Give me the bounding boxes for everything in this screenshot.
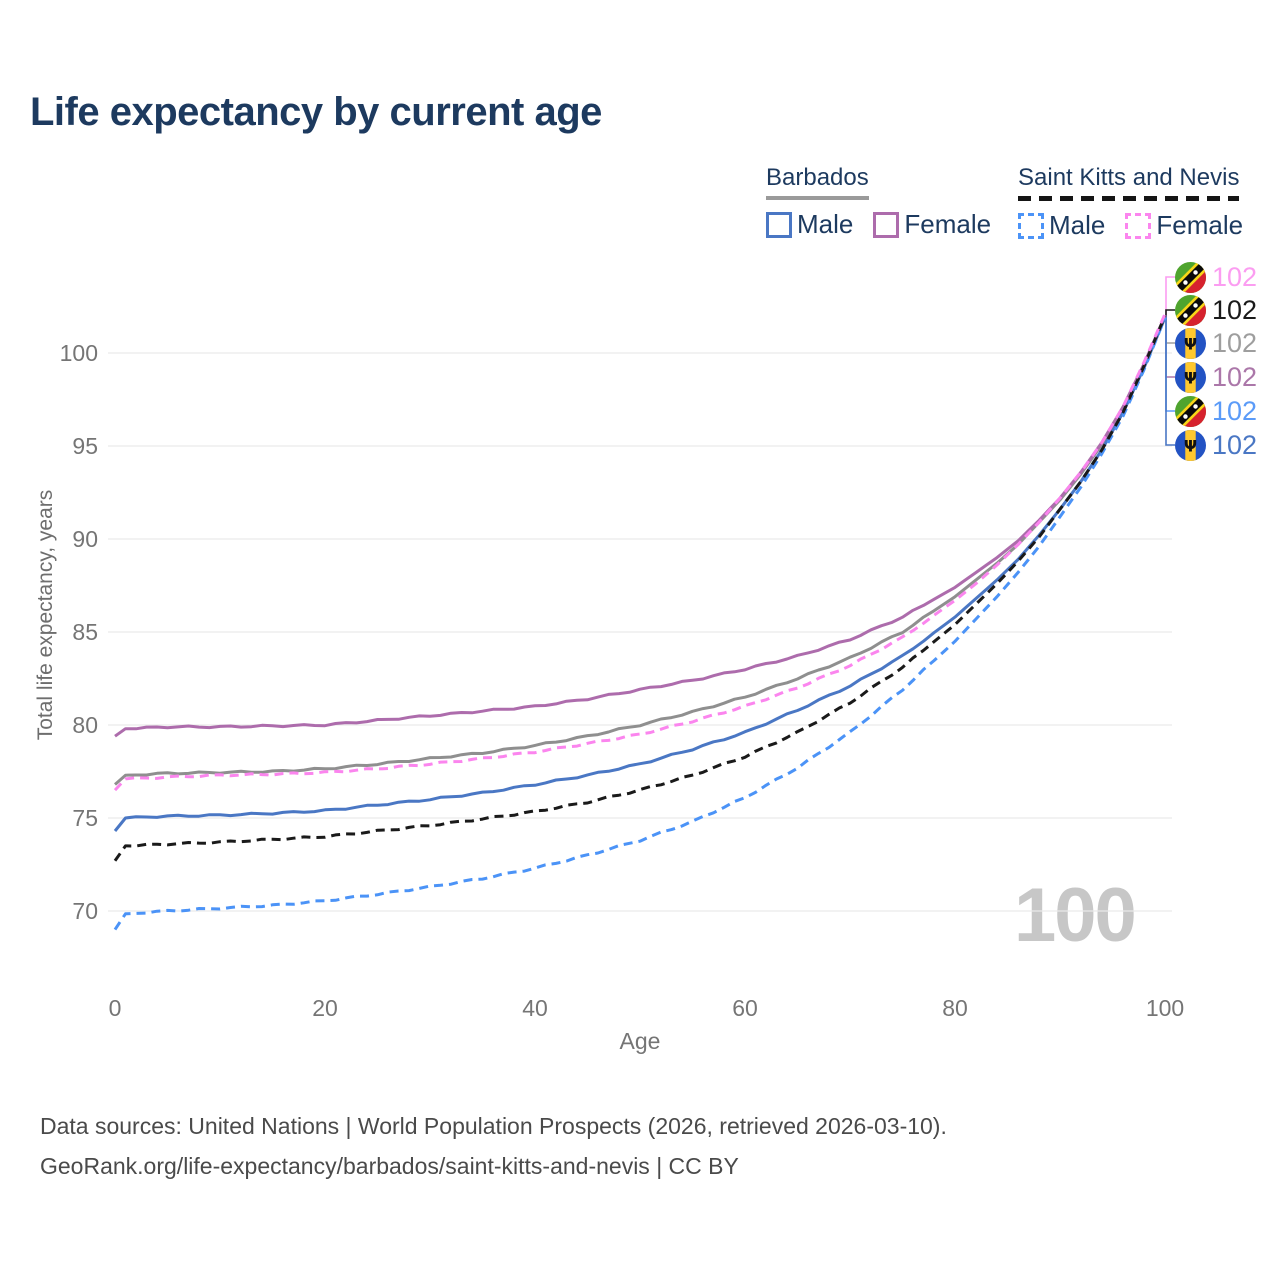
footer-data-sources: Data sources: United Nations | World Pop… <box>40 1113 947 1139</box>
end-label-value: 102 <box>1212 294 1258 325</box>
legend-country-label: Barbados <box>766 164 869 191</box>
x-tick-label: 20 <box>312 995 338 1021</box>
saint-kitts-and-nevis-flag-icon <box>1175 294 1206 326</box>
y-tick-label: 75 <box>72 805 98 831</box>
y-tick-label: 80 <box>72 712 98 738</box>
legend-item-barbados-male[interactable]: Male <box>766 209 853 240</box>
x-tick-label: 60 <box>732 995 758 1021</box>
series-line-skn-female <box>113 313 1167 792</box>
y-tick-label: 95 <box>72 433 98 459</box>
end-label-row-barbados-female: Ψ 102 <box>1175 361 1258 393</box>
series-line-barbados-female <box>114 315 1167 738</box>
series-line-barbados-total <box>114 315 1167 786</box>
saint-kitts-and-nevis-flag-icon <box>1175 261 1206 293</box>
series-line-barbados-male <box>113 317 1167 832</box>
legend-country-barbados: Barbados <box>766 164 869 200</box>
skn-line-style-sample <box>1018 196 1240 201</box>
x-tick-label: 100 <box>1145 995 1185 1021</box>
legend-item-skn-female[interactable]: Female <box>1125 210 1243 241</box>
legend-item-label: Male <box>1049 210 1106 240</box>
footer: Data sources: United Nations | World Pop… <box>40 1106 947 1186</box>
svg-text:Ψ: Ψ <box>1184 437 1197 455</box>
barbados-flag-icon: Ψ <box>1175 429 1206 461</box>
barbados-flag-icon: Ψ <box>1175 361 1206 393</box>
skn-male-swatch-icon <box>1018 212 1044 239</box>
series-line-skn-total <box>113 315 1167 862</box>
age-watermark: 100 <box>1014 873 1137 958</box>
x-tick-label: 40 <box>522 995 548 1021</box>
end-label-row-barbados-male: Ψ 102 <box>1175 429 1258 461</box>
end-label-row-barbados-total: Ψ 102 <box>1175 327 1258 359</box>
legend-item-barbados-female[interactable]: Female <box>873 209 991 240</box>
svg-text:Ψ: Ψ <box>1184 369 1197 387</box>
end-label-value: 102 <box>1212 361 1258 392</box>
end-label-value: 102 <box>1212 327 1258 358</box>
legend-items-barbados: Male Female <box>766 209 991 240</box>
legend-item-label: Female <box>1156 210 1244 240</box>
y-tick-label: 100 <box>59 340 98 366</box>
x-tick-label: 0 <box>108 995 122 1021</box>
y-tick-label: 70 <box>72 898 98 924</box>
skn-female-swatch-icon <box>1125 212 1152 239</box>
x-tick-label: 80 <box>942 995 968 1021</box>
barbados-male-swatch-icon <box>766 211 792 238</box>
legend-group-saint-kitts-and-nevis: Saint Kitts and Nevis Male Female <box>1018 164 1243 241</box>
barbados-flag-icon: Ψ <box>1175 327 1206 359</box>
legend-country-label: Saint Kitts and Nevis <box>1018 164 1240 191</box>
end-label-value: 102 <box>1212 395 1258 426</box>
barbados-female-swatch-icon <box>873 211 900 238</box>
y-tick-label: 90 <box>72 526 98 552</box>
legend-item-label: Male <box>797 209 854 239</box>
legend-item-skn-male[interactable]: Male <box>1018 210 1105 241</box>
footer-attribution: GeoRank.org/life-expectancy/barbados/sai… <box>40 1153 739 1179</box>
y-tick-label: 85 <box>72 619 98 645</box>
x-axis-title: Age <box>619 1028 661 1054</box>
barbados-line-style-sample <box>766 196 869 200</box>
series-line-skn-male <box>113 317 1167 931</box>
legend-country-saint-kitts-and-nevis: Saint Kitts and Nevis <box>1018 164 1240 201</box>
svg-text:Ψ: Ψ <box>1184 335 1197 353</box>
end-label-value: 102 <box>1212 429 1258 460</box>
end-label-row-skn-female: 102 <box>1175 261 1258 293</box>
legend-group-barbados: Barbados Male Female <box>766 164 991 240</box>
legend-items-saint-kitts-and-nevis: Male Female <box>1018 210 1243 241</box>
end-label-value: 102 <box>1212 261 1258 292</box>
legend-item-label: Female <box>904 209 992 239</box>
saint-kitts-and-nevis-flag-icon <box>1175 395 1206 427</box>
end-label-row-skn-total: 102 <box>1175 294 1258 326</box>
end-label-row-skn-male: 102 <box>1175 395 1258 427</box>
page-title: Life expectancy by current age <box>30 90 602 134</box>
